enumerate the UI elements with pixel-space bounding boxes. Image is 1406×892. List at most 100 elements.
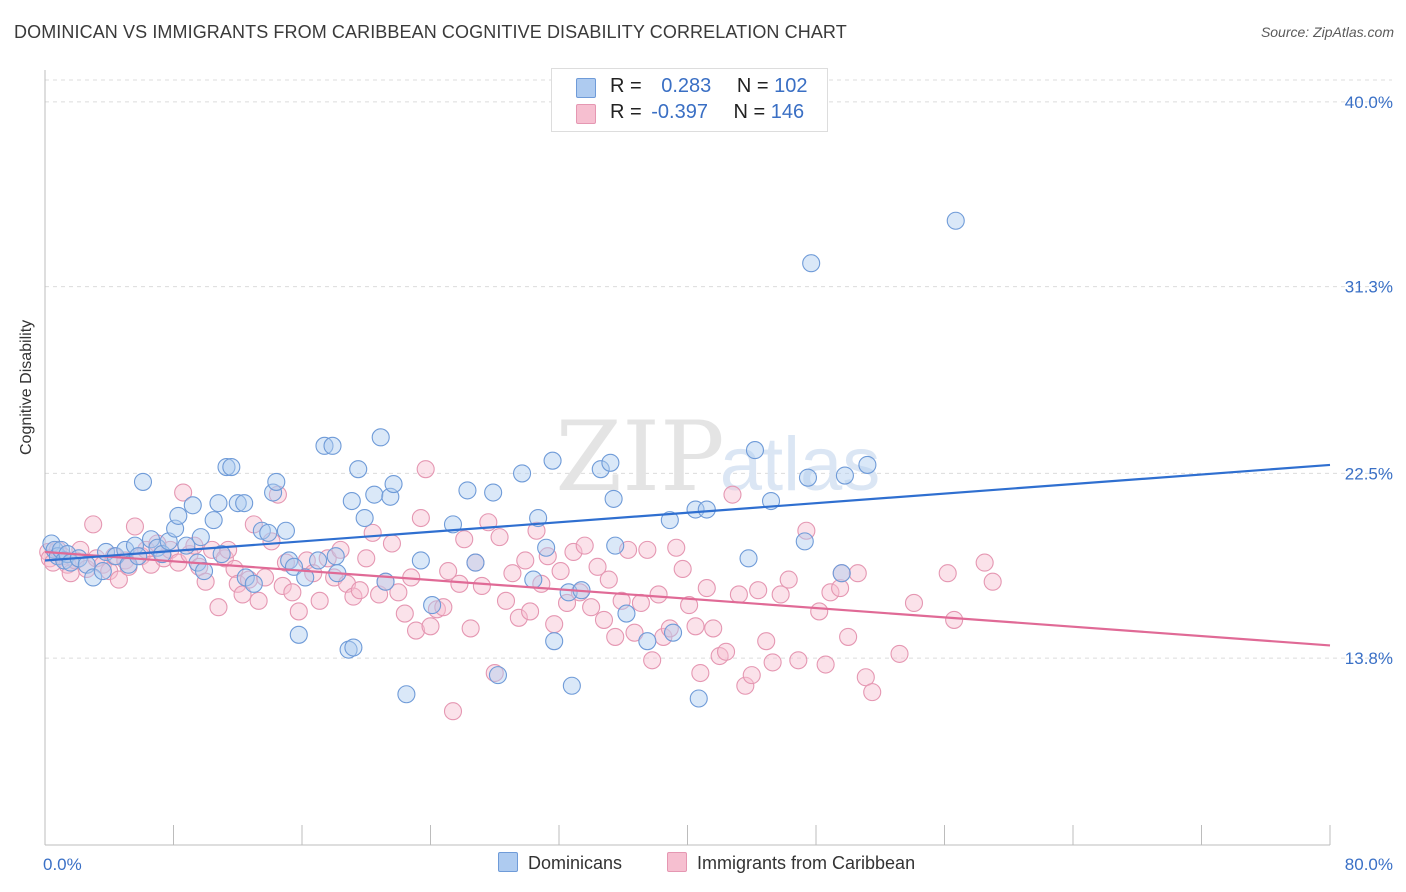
legend-r-label: R =: [610, 75, 642, 97]
point-dominican: [84, 568, 103, 587]
point-dominican: [858, 455, 877, 474]
point-dominican: [397, 685, 416, 704]
point-dominican: [832, 564, 851, 583]
point-dominican: [529, 508, 548, 528]
point-caribbean: [863, 683, 882, 702]
point-caribbean: [736, 676, 755, 695]
point-dominican: [267, 472, 286, 491]
point-caribbean: [434, 598, 453, 617]
point-caribbean: [521, 602, 540, 621]
point-caribbean: [273, 576, 292, 596]
point-caribbean: [771, 585, 790, 604]
point-dominican: [524, 570, 543, 589]
point-caribbean: [363, 523, 382, 542]
point-dominican: [365, 485, 384, 504]
point-caribbean: [582, 598, 601, 617]
point-dominican: [513, 464, 532, 483]
point-dominican: [194, 562, 214, 581]
point-caribbean: [416, 460, 435, 479]
trend-line-caribbean: [44, 550, 1331, 647]
legend-n-value-caribbean: 146: [770, 101, 805, 123]
point-caribbean: [350, 581, 369, 600]
x-tick-label: 0.0%: [43, 855, 82, 874]
point-dominican: [355, 508, 374, 528]
x-tick-label: 80.0%: [1345, 855, 1393, 874]
point-caribbean: [249, 591, 268, 610]
point-caribbean: [289, 602, 308, 621]
point-caribbean: [742, 666, 761, 685]
legend-r-value-dominicans: 0.283: [661, 75, 712, 97]
tick-labels: 13.8% 22.5% 31.3% 40.0% 0.0% 80.0%: [43, 93, 1393, 874]
point-dominican: [209, 494, 228, 513]
point-caribbean: [779, 570, 798, 589]
axes: [44, 70, 1331, 846]
point-dominican: [591, 460, 610, 479]
point-dominican: [443, 515, 463, 534]
point-caribbean: [625, 623, 644, 642]
point-dominican: [259, 523, 278, 542]
point-dominican: [663, 623, 683, 642]
bottom-legend-label-dominicans: Dominicans: [528, 853, 623, 873]
point-dominican: [562, 676, 581, 695]
watermark-zip: ZIP: [555, 401, 724, 513]
bottom-legend-swatch-blue: [498, 852, 518, 872]
point-dominican: [795, 532, 814, 551]
trend-line-dominicans: [44, 463, 1331, 562]
legend-n-label: N =: [736, 75, 769, 97]
legend-r-label: R =: [610, 101, 642, 123]
point-caribbean: [686, 617, 705, 636]
point-caribbean: [983, 572, 1002, 591]
point-caribbean: [411, 508, 430, 528]
point-dominican: [660, 511, 679, 530]
point-caribbean: [209, 598, 228, 617]
point-dominican: [604, 489, 623, 508]
point-caribbean: [789, 651, 808, 670]
point-dominican: [204, 511, 223, 530]
point-caribbean: [496, 591, 516, 610]
point-dominican: [252, 521, 271, 540]
point-caribbean: [606, 627, 625, 646]
point-caribbean: [839, 627, 858, 646]
point-caribbean: [485, 663, 504, 683]
point-caribbean: [84, 515, 103, 534]
point-caribbean: [174, 483, 193, 502]
point-dominican: [384, 474, 403, 494]
point-dominican: [458, 481, 477, 500]
point-caribbean: [816, 655, 835, 674]
point-caribbean: [723, 485, 742, 504]
bottom-legend-swatch-pink: [667, 852, 687, 872]
point-dominican: [835, 466, 854, 485]
legend-n-value-dominicans: 102: [774, 75, 808, 97]
bottom-legend-dominicans: Dominicans: [498, 852, 622, 874]
legend-swatch-pink: [576, 104, 596, 124]
point-caribbean: [763, 653, 782, 672]
point-caribbean: [975, 553, 994, 572]
point-caribbean: [490, 528, 509, 547]
point-dominican: [606, 536, 625, 555]
y-axis-label: Cognitive Disability: [18, 319, 35, 455]
point-dominican: [689, 689, 708, 708]
point-caribbean: [443, 702, 463, 721]
point-dominican: [244, 574, 263, 593]
point-caribbean: [276, 553, 295, 572]
point-dominican: [484, 483, 503, 502]
point-caribbean: [749, 581, 768, 600]
point-caribbean: [643, 651, 662, 670]
series-dominicans: [42, 211, 965, 708]
point-dominican: [371, 428, 390, 447]
point-dominican: [323, 436, 342, 455]
point-dominican: [93, 562, 112, 581]
point-dominican: [344, 638, 363, 657]
y-tick-label: 13.8%: [1345, 649, 1393, 668]
point-caribbean: [310, 591, 329, 610]
source-label: Source: ZipAtlas.com: [1260, 24, 1394, 40]
point-caribbean: [509, 608, 528, 627]
point-caribbean: [357, 549, 376, 568]
point-caribbean: [831, 579, 850, 598]
point-caribbean: [704, 619, 723, 638]
bottom-legend-label-caribbean: Immigrants from Caribbean: [697, 853, 916, 873]
point-caribbean: [599, 570, 618, 589]
point-caribbean: [406, 621, 426, 640]
point-dominican: [802, 254, 821, 273]
